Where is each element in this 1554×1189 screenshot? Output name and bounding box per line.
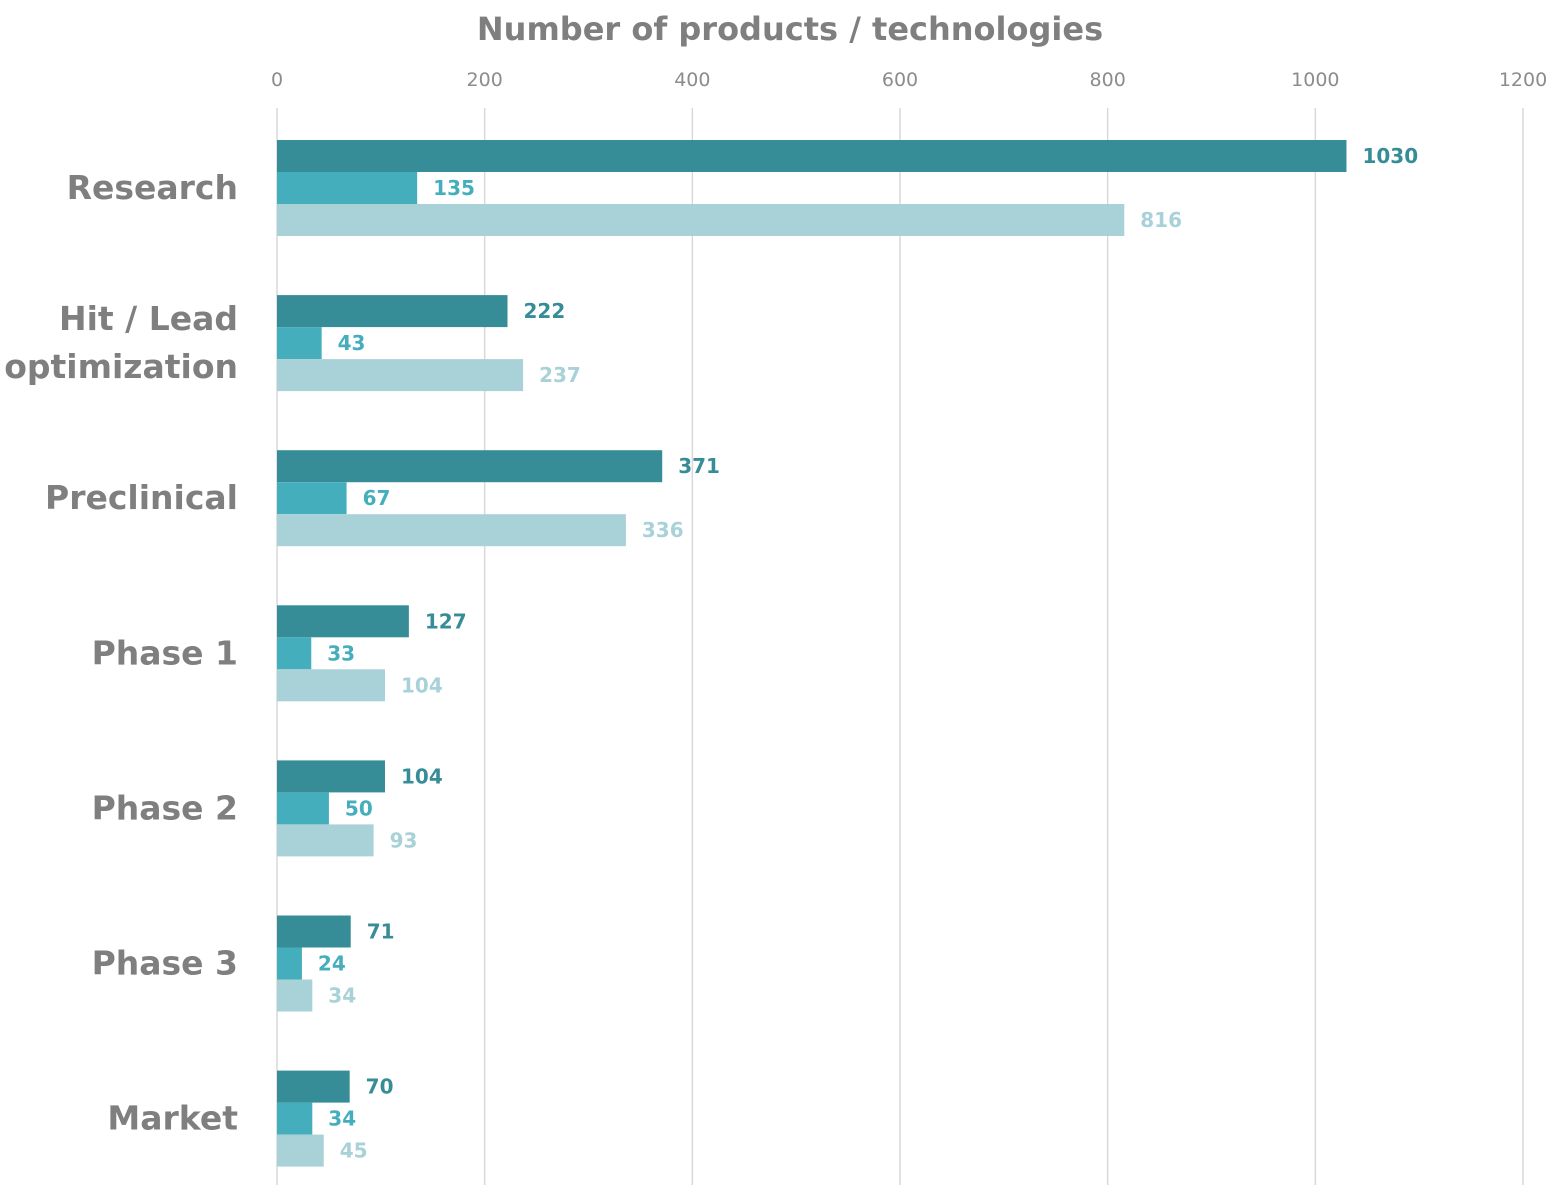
x-axis-title: Number of products / technologies (477, 10, 1103, 48)
bar (277, 1070, 350, 1103)
data-label: 71 (367, 920, 395, 944)
data-label: 34 (328, 1107, 356, 1131)
category-label-line: Phase 2 (92, 788, 238, 827)
x-tick-label: 1200 (1499, 69, 1547, 91)
bar (277, 760, 385, 793)
bar (277, 172, 418, 204)
bar (277, 669, 385, 702)
category-label-line: Hit / Lead (59, 299, 238, 338)
data-label: 237 (539, 363, 581, 387)
bar (277, 637, 312, 670)
data-label: 24 (318, 952, 346, 976)
data-label: 104 (401, 673, 443, 697)
bar (277, 605, 409, 638)
category-label-line: Research (67, 168, 238, 207)
data-label: 127 (425, 609, 467, 633)
bar (277, 915, 351, 948)
bar (277, 1102, 313, 1135)
data-label: 45 (340, 1139, 368, 1163)
data-label: 371 (678, 454, 720, 478)
category-label-line: Phase 1 (92, 633, 238, 672)
category-label: Phase 3 (92, 944, 238, 983)
bars (277, 140, 1347, 1167)
category-label: Phase 2 (92, 788, 238, 827)
bar (277, 1134, 324, 1167)
x-tick-label: 800 (1090, 69, 1126, 91)
x-axis-ticks: 0 200 400 600 800 1000 1200 (271, 69, 1547, 91)
category-label: Research (67, 168, 238, 207)
bar (277, 140, 1347, 172)
x-tick-label: 1000 (1291, 69, 1339, 91)
x-tick-label: 0 (271, 69, 283, 91)
bar (277, 359, 524, 392)
x-tick-label: 200 (467, 69, 503, 91)
category-label: Preclinical (45, 478, 238, 517)
category-label-line: Phase 3 (92, 944, 238, 983)
category-label: Market (107, 1099, 238, 1138)
bar (277, 947, 302, 980)
data-labels: 1030 135 816 222 43 237 371 67 336 127 33 104 104 50 9… (318, 144, 1418, 1163)
category-labels: Research Hit / Lead optimization Preclinica… (4, 168, 238, 1138)
data-label: 336 (642, 518, 684, 542)
data-label: 70 (366, 1075, 394, 1099)
category-label-line: optimization (4, 347, 238, 386)
data-label: 135 (433, 176, 475, 200)
data-label: 104 (401, 764, 443, 788)
bar (277, 482, 347, 515)
gridlines (276, 108, 1524, 1185)
data-label: 93 (390, 828, 418, 852)
bar (277, 792, 329, 825)
bar (277, 295, 508, 328)
category-label: Phase 1 (92, 633, 238, 672)
category-label: Hit / Lead optimization (4, 299, 238, 386)
bar (277, 450, 663, 483)
x-tick-label: 400 (674, 69, 710, 91)
data-label: 67 (363, 486, 391, 510)
x-tick-label: 600 (882, 69, 918, 91)
data-label: 50 (345, 796, 373, 820)
data-label: 43 (338, 331, 366, 355)
data-label: 34 (328, 984, 356, 1008)
data-label: 1030 (1362, 144, 1418, 168)
bar (277, 979, 313, 1012)
category-label-line: Market (107, 1099, 238, 1138)
bar (277, 824, 374, 857)
data-label: 816 (1140, 208, 1182, 232)
data-label: 222 (524, 299, 566, 323)
bar (277, 327, 322, 360)
bar (277, 204, 1125, 236)
category-label-line: Preclinical (45, 478, 238, 517)
data-label: 33 (327, 641, 355, 665)
bar (277, 514, 626, 547)
